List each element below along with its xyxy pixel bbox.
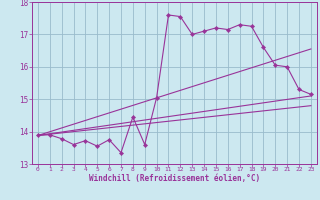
X-axis label: Windchill (Refroidissement éolien,°C): Windchill (Refroidissement éolien,°C) (89, 174, 260, 183)
